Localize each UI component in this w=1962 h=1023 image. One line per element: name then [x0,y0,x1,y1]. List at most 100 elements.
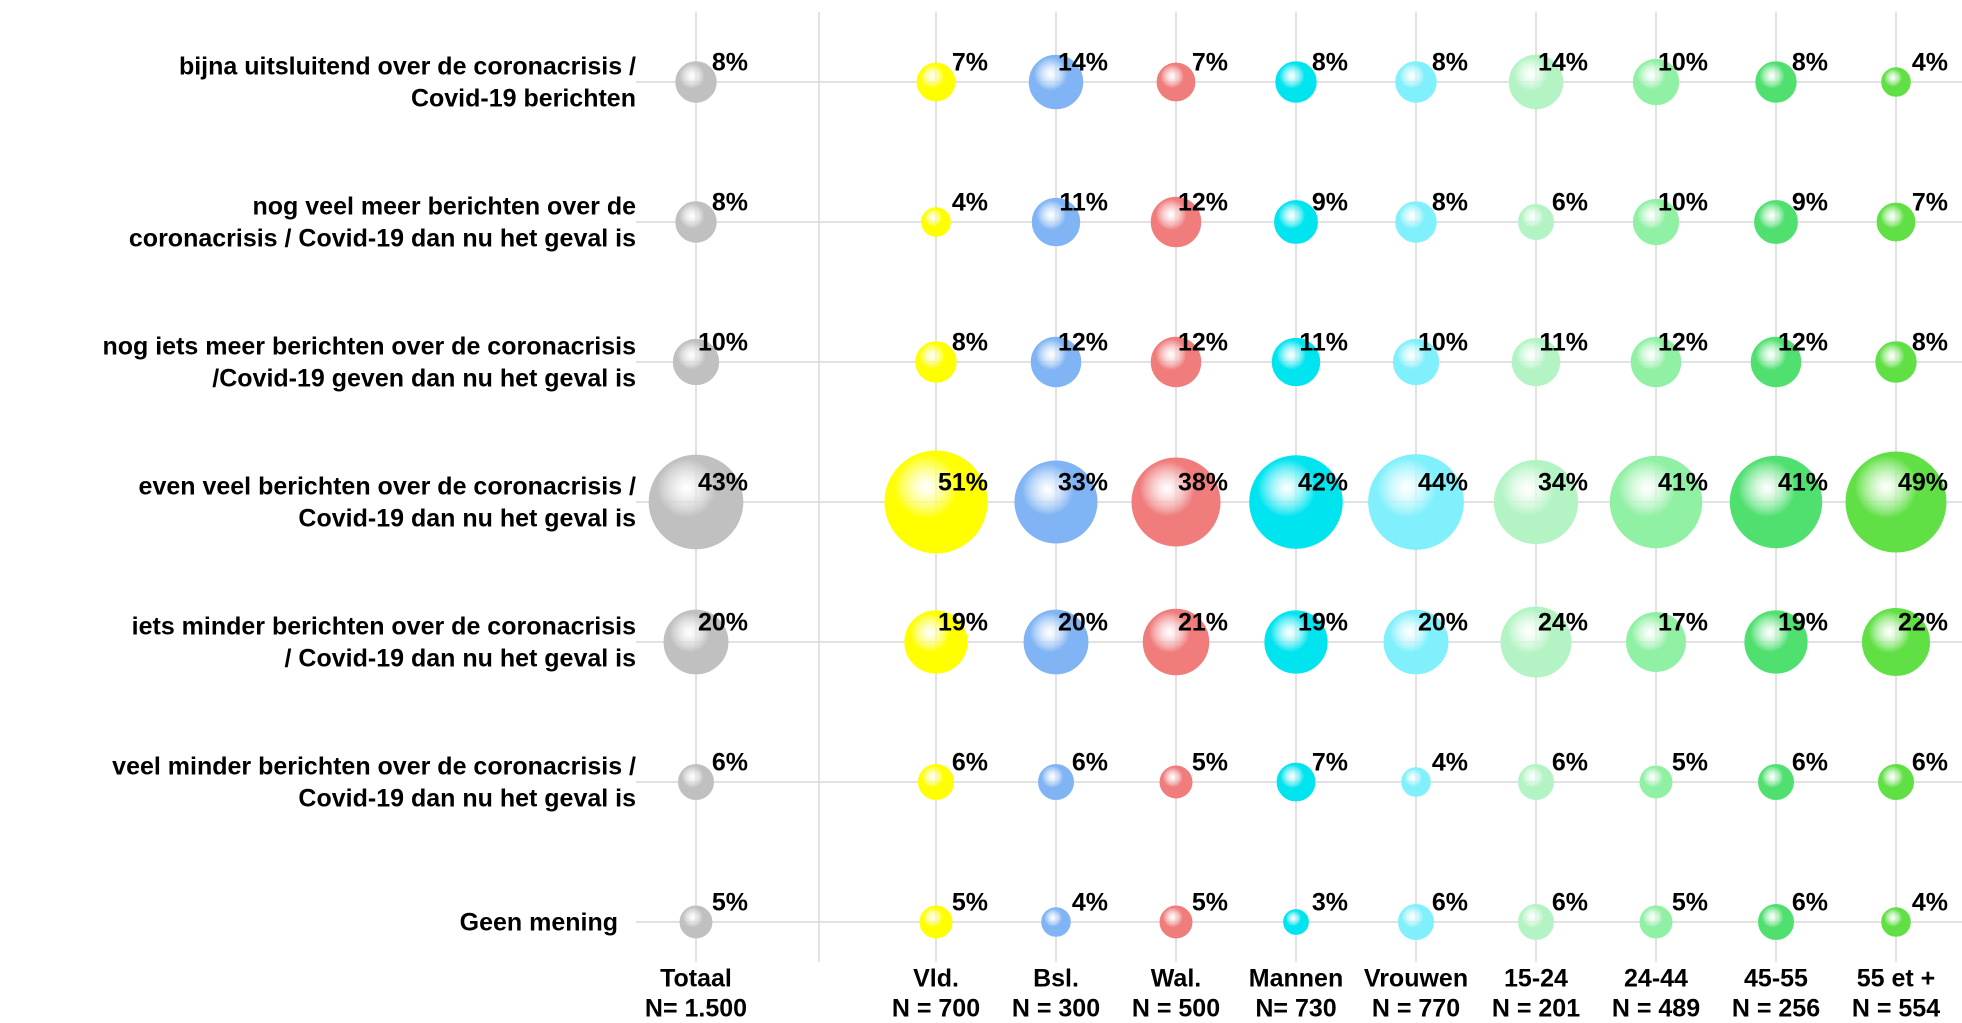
bubble [904,610,968,674]
value-label: 7% [1312,749,1348,777]
bubble [1511,337,1561,387]
bubble [1392,338,1440,386]
value-label: 19% [1778,609,1828,637]
bubble [679,905,713,939]
row-label: veel minder berichten over de coronacris… [112,753,636,781]
column-label: Wal. [1151,965,1201,993]
bubble [884,450,988,554]
value-label: 14% [1058,49,1108,77]
value-label: 6% [1072,749,1108,777]
value-label: 34% [1538,469,1588,497]
value-label: 41% [1778,469,1828,497]
value-label: 41% [1658,469,1708,497]
column-label: 15-24 [1504,965,1568,993]
value-label: 12% [1178,189,1228,217]
column-n: N = 554 [1852,995,1940,1023]
value-label: 51% [938,469,988,497]
bubble [1876,202,1916,242]
bubble [1368,454,1464,550]
bubble [1518,904,1554,940]
value-label: 12% [1178,329,1228,357]
column-label: 24-44 [1624,965,1688,993]
value-label: 12% [1658,329,1708,357]
bubble [672,338,720,386]
bubble [1881,907,1911,937]
bubble [915,341,957,383]
value-label: 7% [1912,189,1948,217]
value-label: 9% [1792,189,1828,217]
value-label: 5% [1672,749,1708,777]
value-label: 20% [1058,609,1108,637]
value-label: 20% [1418,609,1468,637]
value-label: 8% [952,329,988,357]
value-label: 3% [1312,889,1348,917]
bubble [1271,337,1321,387]
bubble [1518,764,1554,800]
value-label: 9% [1312,189,1348,217]
column-n: N = 300 [1012,995,1100,1023]
bubble [1862,608,1930,676]
bubble [1150,196,1202,248]
column-n: N = 201 [1492,995,1580,1023]
value-label: 6% [1792,889,1828,917]
value-label: 8% [712,49,748,77]
bubble [1264,610,1328,674]
bubble [1030,336,1082,388]
column-n: N = 489 [1612,995,1700,1023]
row-label: Covid-19 berichten [411,85,636,113]
value-label: 21% [1178,609,1228,637]
row-label: even veel berichten over de coronacrisis… [139,473,637,501]
value-label: 11% [1539,329,1588,357]
row-label: iets minder berichten over de coronacris… [132,613,636,641]
bubble [678,764,714,800]
value-label: 49% [1898,469,1948,497]
bubble [675,201,717,243]
bubble [675,61,717,103]
value-label: 5% [712,889,748,917]
value-label: 11% [1059,189,1108,217]
bubble [1275,61,1317,103]
row-label: /Covid-19 geven dan nu het geval is [212,365,636,393]
bubble [1159,905,1193,939]
bubble [1758,904,1794,940]
bubble [1755,61,1797,103]
value-label: 6% [1912,749,1948,777]
row-label: Covid-19 dan nu het geval is [298,785,636,813]
bubble [1131,457,1221,547]
bubble [1493,459,1579,545]
value-label: 4% [952,189,988,217]
bubble [919,905,953,939]
value-label: 33% [1058,469,1108,497]
bubble [1395,61,1437,103]
value-label: 17% [1658,609,1708,637]
row-label: Covid-19 dan nu het geval is [298,505,636,533]
value-label: 7% [952,49,988,77]
value-label: 6% [1552,189,1588,217]
value-label: 6% [1552,749,1588,777]
value-label: 4% [1072,889,1108,917]
bubble [1274,200,1318,244]
bubble [1500,606,1572,678]
bubble [1632,198,1680,246]
bubble [1729,455,1823,549]
value-label: 4% [1432,749,1468,777]
bubble [1159,765,1193,799]
value-label: 6% [1552,889,1588,917]
bubble [1750,336,1802,388]
value-label: 8% [1312,49,1348,77]
value-label: 10% [1658,49,1708,77]
bubble [1276,762,1316,802]
bubble [648,454,744,550]
bubble [1518,204,1554,240]
value-label: 44% [1418,469,1468,497]
bubble [663,609,729,675]
column-n: N= 730 [1255,995,1336,1023]
bubble [1398,904,1434,940]
column-n: N = 500 [1132,995,1220,1023]
bubble [1031,197,1081,247]
bubble [1023,609,1089,675]
row-label: nog veel meer berichten over de [253,193,637,221]
column-label: 45-55 [1744,965,1808,993]
row-label: bijna uitsluitend over de coronacrisis / [179,53,636,81]
value-label: 5% [952,889,988,917]
